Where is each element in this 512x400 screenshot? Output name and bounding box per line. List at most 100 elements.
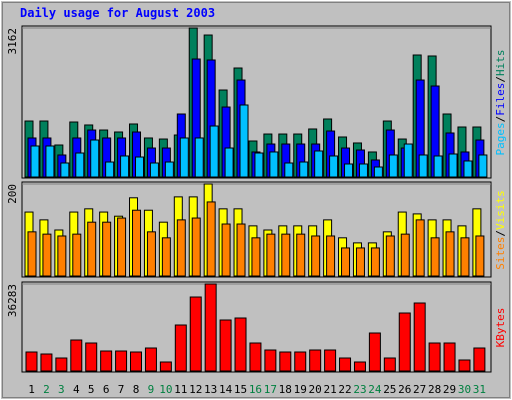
x-tick-label: 30 <box>458 383 471 396</box>
bar <box>344 163 354 178</box>
bar <box>249 342 262 372</box>
x-tick-label: 4 <box>73 383 80 396</box>
legend-entry: Hits <box>494 50 507 77</box>
bar <box>418 154 428 178</box>
bar <box>120 155 130 178</box>
x-tick-label: 2 <box>43 383 50 396</box>
bar <box>415 219 425 277</box>
bar <box>144 347 157 372</box>
x-tick-label: 29 <box>443 383 456 396</box>
x-tick-label: 19 <box>294 383 307 396</box>
x-tick-label: 22 <box>338 383 351 396</box>
bar <box>174 324 187 372</box>
bar <box>30 145 40 178</box>
bar <box>296 233 306 277</box>
x-tick-label: 8 <box>133 383 140 396</box>
x-tick-label: 31 <box>473 383 486 396</box>
legend: Pages/Files/Hits <box>494 50 507 156</box>
x-tick-label: 13 <box>204 383 217 396</box>
bar <box>326 235 336 277</box>
bar <box>42 233 52 277</box>
bar <box>55 357 68 372</box>
bar <box>191 217 201 277</box>
bar <box>117 217 127 277</box>
legend-separator: / <box>494 116 507 123</box>
bar <box>353 361 366 372</box>
bar <box>105 161 115 178</box>
legend-entry: Files <box>494 83 507 116</box>
bar <box>130 351 143 372</box>
x-tick-label: 16 <box>249 383 262 396</box>
bar <box>341 247 351 277</box>
x-tick-label: 12 <box>189 383 202 396</box>
bar <box>388 154 398 178</box>
bar <box>75 152 85 178</box>
bar <box>269 151 279 178</box>
bar <box>458 359 471 372</box>
bar <box>433 155 443 178</box>
x-tick-label: 1 <box>28 383 35 396</box>
bar <box>368 332 381 372</box>
bar <box>206 201 216 277</box>
x-tick-label: 5 <box>88 383 95 396</box>
x-tick-label: 9 <box>148 383 155 396</box>
bar <box>135 156 145 178</box>
bar <box>358 163 368 178</box>
x-tick-label: 7 <box>118 383 125 396</box>
bar <box>194 137 204 178</box>
bar <box>87 221 97 277</box>
bar <box>40 353 53 372</box>
x-tick-label: 18 <box>279 383 292 396</box>
legend-entry: KBytes <box>494 308 507 348</box>
x-tick-label: 15 <box>234 383 247 396</box>
bar <box>100 350 113 372</box>
y-tick-label: 200 <box>6 184 19 204</box>
bar <box>329 155 339 178</box>
legend-entry: Visits <box>494 190 507 230</box>
legend: KBytes <box>494 308 507 348</box>
y-tick-label: 36283 <box>6 284 19 317</box>
x-tick-label: 24 <box>368 383 382 396</box>
bar <box>448 153 458 178</box>
chart-title: Daily usage for August 2003 <box>20 6 215 20</box>
bar <box>324 349 337 372</box>
bar <box>102 221 112 277</box>
bar <box>254 152 264 178</box>
bar <box>57 235 67 277</box>
bar <box>45 145 55 178</box>
bar <box>403 143 413 178</box>
bar <box>370 247 380 277</box>
bar <box>428 342 441 372</box>
x-tick-label: 27 <box>413 383 426 396</box>
bar <box>400 233 410 277</box>
x-tick-label: 10 <box>159 383 172 396</box>
bar <box>413 302 426 372</box>
x-tick-label: 11 <box>174 383 187 396</box>
bar <box>27 231 37 277</box>
x-tick-label: 28 <box>428 383 441 396</box>
bar <box>264 349 277 372</box>
bar <box>179 137 189 178</box>
bar <box>294 351 307 372</box>
bar <box>463 160 473 178</box>
x-tick-label: 21 <box>323 383 336 396</box>
x-tick-label: 25 <box>383 383 396 396</box>
bar <box>70 339 83 372</box>
bar <box>443 342 456 372</box>
legend-entry: Sites <box>494 237 507 270</box>
bar <box>176 219 186 277</box>
bar <box>430 237 440 277</box>
x-tick-label: 20 <box>309 383 322 396</box>
bar <box>355 247 365 277</box>
bar <box>132 209 142 277</box>
x-tick-label: 6 <box>103 383 110 396</box>
bar <box>224 147 234 178</box>
bar <box>164 161 174 178</box>
bar <box>85 342 98 372</box>
y-tick-label: 3162 <box>6 28 19 55</box>
bar <box>159 361 172 372</box>
bar <box>460 237 470 277</box>
bar <box>478 154 488 178</box>
bar <box>115 350 128 372</box>
